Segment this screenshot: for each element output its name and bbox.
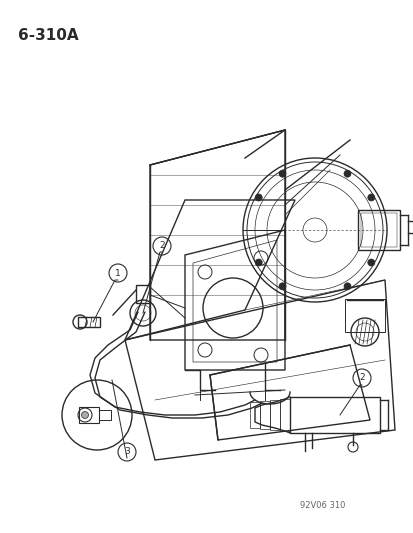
Bar bbox=[269, 400, 279, 430]
Text: 2: 2 bbox=[358, 374, 364, 383]
Bar bbox=[99, 410, 111, 420]
Bar bbox=[136, 285, 150, 303]
Bar bbox=[259, 401, 269, 429]
Bar bbox=[279, 399, 289, 431]
Bar bbox=[289, 397, 379, 433]
Bar bbox=[78, 317, 100, 327]
Bar bbox=[79, 407, 99, 423]
Text: 1: 1 bbox=[115, 269, 121, 278]
Circle shape bbox=[254, 194, 261, 201]
Circle shape bbox=[278, 283, 285, 290]
Text: 92V06 310: 92V06 310 bbox=[299, 501, 344, 510]
Circle shape bbox=[367, 259, 374, 266]
Circle shape bbox=[343, 283, 350, 290]
Circle shape bbox=[278, 170, 285, 177]
Text: 3: 3 bbox=[124, 448, 130, 456]
Circle shape bbox=[81, 411, 88, 418]
Text: 6-310A: 6-310A bbox=[18, 28, 78, 43]
Bar bbox=[357, 210, 399, 250]
Circle shape bbox=[367, 194, 374, 201]
Bar bbox=[344, 299, 384, 332]
Text: 2: 2 bbox=[159, 241, 164, 251]
Circle shape bbox=[254, 259, 261, 266]
Circle shape bbox=[343, 170, 350, 177]
Bar bbox=[249, 402, 259, 428]
Bar bbox=[360, 213, 396, 247]
